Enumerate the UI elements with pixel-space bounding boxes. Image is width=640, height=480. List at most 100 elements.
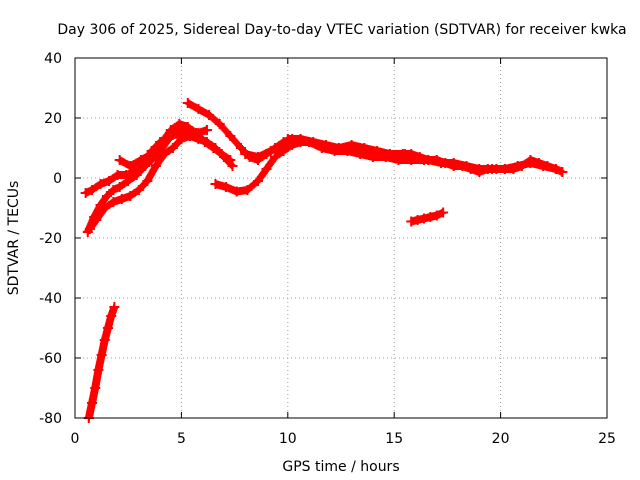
data-point bbox=[95, 179, 106, 189]
data-point bbox=[106, 311, 117, 321]
data-point bbox=[108, 197, 119, 207]
data-point bbox=[146, 149, 157, 159]
data-point bbox=[525, 155, 536, 165]
data-point bbox=[265, 146, 276, 156]
data-point bbox=[227, 161, 238, 171]
data-point bbox=[116, 194, 127, 204]
data-point bbox=[278, 140, 289, 150]
data-point bbox=[112, 170, 123, 180]
data-point bbox=[140, 161, 151, 171]
data-point bbox=[176, 134, 187, 144]
data-point bbox=[240, 149, 251, 159]
data-point bbox=[114, 182, 125, 192]
data-point bbox=[199, 137, 210, 147]
data-point bbox=[214, 119, 225, 129]
y-tick-label: 0 bbox=[53, 171, 62, 187]
data-point bbox=[231, 186, 242, 197]
data-point bbox=[412, 215, 423, 225]
data-point bbox=[242, 185, 253, 195]
x-tick-label: 25 bbox=[598, 431, 616, 447]
data-point bbox=[474, 167, 485, 177]
x-axis: 0 5 10 15 20 25 bbox=[71, 58, 616, 447]
data-point bbox=[108, 185, 119, 195]
data-points bbox=[80, 98, 568, 423]
data-point bbox=[125, 161, 136, 171]
data-point bbox=[431, 155, 442, 165]
data-point bbox=[384, 149, 395, 159]
data-point bbox=[204, 110, 215, 120]
x-tick-label: 5 bbox=[177, 431, 186, 447]
data-point bbox=[321, 140, 332, 150]
data-point bbox=[125, 191, 136, 201]
data-point bbox=[150, 161, 161, 171]
y-tick-label: -80 bbox=[39, 411, 62, 427]
data-point bbox=[123, 176, 134, 186]
y-tick-label: -20 bbox=[39, 231, 62, 247]
data-point bbox=[261, 164, 272, 174]
data-point bbox=[516, 161, 527, 171]
data-point bbox=[104, 176, 115, 186]
data-point bbox=[102, 323, 113, 333]
data-point bbox=[101, 191, 112, 201]
data-point bbox=[308, 137, 319, 147]
data-point bbox=[423, 155, 434, 165]
data-point bbox=[191, 128, 202, 138]
data-point bbox=[142, 176, 153, 186]
data-point bbox=[235, 143, 246, 153]
series-track-3 bbox=[84, 125, 212, 234]
data-point bbox=[182, 122, 193, 132]
data-point bbox=[87, 398, 98, 408]
series-band bbox=[84, 303, 119, 422]
data-point bbox=[499, 164, 510, 174]
data-point bbox=[80, 188, 91, 198]
x-tick-label: 10 bbox=[279, 431, 297, 447]
data-point bbox=[109, 302, 120, 312]
y-tick-label: -60 bbox=[39, 351, 62, 367]
data-point bbox=[84, 224, 95, 234]
data-point bbox=[282, 134, 293, 144]
data-point bbox=[253, 152, 264, 162]
data-point bbox=[99, 203, 110, 213]
data-point bbox=[406, 149, 417, 159]
data-point bbox=[359, 143, 370, 153]
data-point bbox=[482, 164, 493, 174]
data-point bbox=[193, 104, 204, 114]
data-point bbox=[91, 215, 102, 225]
data-point bbox=[174, 119, 185, 129]
data-point bbox=[270, 152, 281, 162]
data-point bbox=[225, 155, 236, 165]
data-point bbox=[508, 164, 519, 174]
data-point bbox=[165, 125, 176, 135]
data-point bbox=[253, 176, 264, 186]
y-tick-label: 40 bbox=[44, 51, 62, 67]
data-point bbox=[225, 131, 236, 141]
series-track-10 bbox=[406, 207, 449, 227]
data-point bbox=[542, 161, 553, 171]
data-point bbox=[333, 143, 344, 153]
y-axis: -80 -60 -40 -20 0 20 40 bbox=[39, 51, 607, 427]
data-point bbox=[533, 158, 544, 168]
data-point bbox=[440, 158, 451, 168]
data-point bbox=[295, 134, 306, 144]
x-tick-label: 15 bbox=[385, 431, 403, 447]
data-point bbox=[418, 213, 429, 224]
data-point bbox=[438, 207, 449, 218]
data-point bbox=[208, 143, 219, 153]
x-axis-title: GPS time / hours bbox=[282, 459, 399, 475]
data-point bbox=[96, 350, 107, 360]
data-point bbox=[167, 143, 178, 153]
x-tick-label: 20 bbox=[492, 431, 510, 447]
data-point bbox=[121, 170, 132, 180]
data-point bbox=[93, 365, 104, 375]
chart-title: Day 306 of 2025, Sidereal Day-to-day VTE… bbox=[57, 22, 626, 38]
series-track-4 bbox=[114, 119, 236, 171]
data-point bbox=[87, 185, 98, 195]
data-point bbox=[221, 182, 232, 192]
data-point bbox=[201, 125, 212, 135]
data-point bbox=[557, 167, 568, 177]
y-tick-label: -40 bbox=[39, 291, 62, 307]
data-point bbox=[216, 149, 227, 159]
data-point bbox=[135, 155, 146, 165]
data-point bbox=[210, 179, 221, 189]
y-axis-title: SDTVAR / TECUs bbox=[6, 181, 22, 296]
